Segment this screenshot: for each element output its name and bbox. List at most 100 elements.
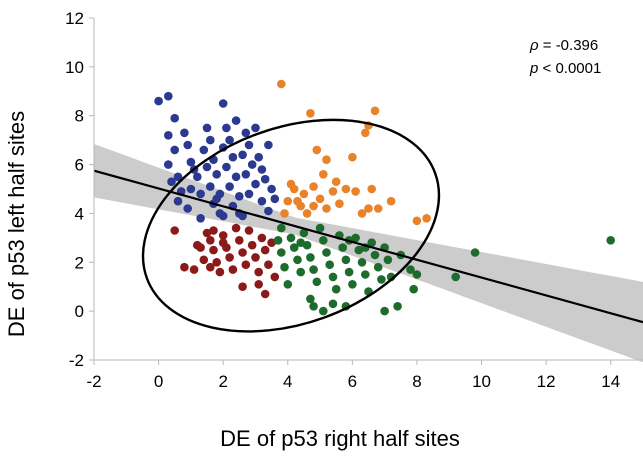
data-point-series-1 xyxy=(254,152,263,162)
data-point-series-3 xyxy=(189,265,199,274)
data-point-series-4 xyxy=(277,223,286,233)
data-point-series-2 xyxy=(322,204,331,213)
y-tick-label: 10 xyxy=(65,58,84,77)
confidence-band xyxy=(94,144,643,363)
data-point-series-1 xyxy=(231,172,241,182)
x-tick-label: 2 xyxy=(218,372,227,391)
data-point-series-1 xyxy=(222,123,231,133)
data-point-series-3 xyxy=(209,245,218,255)
data-point-series-4 xyxy=(341,255,351,265)
data-point-series-4 xyxy=(319,236,328,245)
data-point-series-3 xyxy=(180,262,189,272)
data-point-series-4 xyxy=(306,253,315,262)
data-point-series-1 xyxy=(247,160,257,169)
data-point-series-4 xyxy=(280,262,289,272)
data-point-series-4 xyxy=(273,236,283,245)
data-point-series-3 xyxy=(264,260,273,270)
data-point-series-1 xyxy=(212,170,221,179)
data-point-series-1 xyxy=(238,150,247,160)
data-point-series-3 xyxy=(238,282,247,292)
y-tick-label: 8 xyxy=(75,107,84,126)
data-point-series-2 xyxy=(302,209,312,218)
data-point-series-1 xyxy=(183,204,192,213)
data-point-series-4 xyxy=(328,299,338,309)
y-tick-label: 6 xyxy=(75,156,84,175)
data-point-series-4 xyxy=(393,302,402,311)
data-point-series-4 xyxy=(373,262,383,272)
data-point-series-2 xyxy=(370,106,380,116)
data-point-series-1 xyxy=(228,152,238,162)
data-point-series-3 xyxy=(196,243,205,252)
data-point-series-4 xyxy=(406,265,415,274)
data-point-series-3 xyxy=(251,253,260,262)
data-point-series-1 xyxy=(264,140,273,150)
data-point-series-3 xyxy=(247,240,257,250)
rho-annotation: ρ = -0.396 xyxy=(529,37,598,54)
data-point-series-1 xyxy=(206,135,215,145)
data-point-series-3 xyxy=(257,233,267,243)
y-tick-label: 4 xyxy=(75,204,84,223)
data-point-series-4 xyxy=(277,248,286,257)
x-tick-label: 8 xyxy=(412,372,421,391)
data-point-series-4 xyxy=(312,277,322,287)
data-point-series-1 xyxy=(164,160,173,169)
data-point-series-1 xyxy=(196,189,205,199)
data-point-series-2 xyxy=(328,187,338,196)
data-point-series-1 xyxy=(222,162,231,172)
data-point-series-4 xyxy=(348,280,357,289)
data-point-series-4 xyxy=(286,233,296,243)
data-point-series-4 xyxy=(377,275,386,284)
data-point-series-4 xyxy=(331,284,341,294)
data-point-series-4 xyxy=(296,267,306,277)
x-tick-label: 12 xyxy=(537,372,556,391)
data-point-series-1 xyxy=(260,174,270,184)
data-point-series-2 xyxy=(299,189,309,199)
data-point-series-2 xyxy=(357,209,367,218)
data-point-series-1 xyxy=(173,196,183,206)
confidence-band-area xyxy=(94,144,643,363)
data-point-series-1 xyxy=(193,172,202,182)
data-point-series-1 xyxy=(167,177,176,186)
regression-line-path xyxy=(93,169,643,324)
data-point-series-2 xyxy=(293,196,302,206)
data-point-series-1 xyxy=(270,194,280,204)
axes xyxy=(89,17,643,365)
data-point-series-2 xyxy=(286,179,296,189)
data-point-series-2 xyxy=(283,196,293,206)
data-point-series-2 xyxy=(322,155,331,164)
data-point-series-1 xyxy=(241,170,251,179)
data-point-series-2 xyxy=(351,187,360,196)
data-point-series-1 xyxy=(196,214,205,223)
data-point-series-4 xyxy=(383,255,393,265)
data-point-series-4 xyxy=(361,270,370,279)
data-point-series-1 xyxy=(267,184,276,194)
data-point-series-1 xyxy=(235,192,244,201)
data-point-series-3 xyxy=(231,223,241,233)
data-point-series-1 xyxy=(202,162,212,172)
x-tick-label: 0 xyxy=(154,372,163,391)
data-point-series-1 xyxy=(202,123,212,133)
data-point-series-1 xyxy=(218,99,228,108)
data-point-series-3 xyxy=(225,253,234,262)
data-point-series-1 xyxy=(225,135,234,145)
regression-line xyxy=(93,169,643,324)
data-point-series-2 xyxy=(373,204,383,213)
data-point-series-2 xyxy=(348,152,357,162)
data-point-series-3 xyxy=(212,258,221,267)
x-tick-label: 6 xyxy=(348,372,357,391)
data-point-series-3 xyxy=(206,262,215,272)
data-point-series-4 xyxy=(470,248,480,257)
p-symbol: p xyxy=(529,60,538,77)
x-tick-label: 10 xyxy=(472,372,491,391)
data-point-series-1 xyxy=(180,128,189,138)
p-value: < 0.0001 xyxy=(538,60,601,77)
data-point-series-1 xyxy=(218,211,228,221)
data-point-series-4 xyxy=(296,238,306,247)
data-point-series-1 xyxy=(244,189,254,199)
data-point-series-2 xyxy=(319,170,328,179)
y-axis-label: DE of p53 left half sites xyxy=(4,111,29,337)
data-point-series-4 xyxy=(328,272,338,282)
data-point-series-3 xyxy=(199,255,209,265)
data-point-series-3 xyxy=(202,228,212,238)
